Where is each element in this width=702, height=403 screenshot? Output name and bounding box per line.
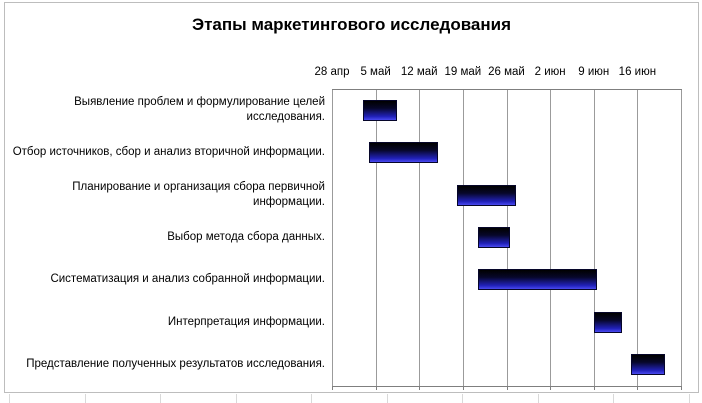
- worksheet-gridline-stub: [236, 394, 237, 403]
- gridline: [462, 89, 464, 386]
- task-label: Выявление проблем и формулирование целей…: [74, 96, 325, 124]
- worksheet-gridline-stub: [538, 394, 539, 403]
- task-bar: [631, 354, 666, 376]
- axis-tick: [375, 386, 377, 390]
- axis-tick: [332, 386, 333, 390]
- category-axis-line: [332, 386, 682, 387]
- task-bar: [363, 99, 398, 121]
- gridline: [593, 89, 595, 386]
- worksheet-gridline-stub: [462, 394, 463, 403]
- x-axis-label: 16 июн: [618, 66, 657, 78]
- axis-tick: [462, 386, 464, 390]
- gridline: [332, 89, 333, 386]
- worksheet-gridline-stub: [160, 394, 161, 403]
- task-bar: [478, 227, 510, 248]
- task-label: Представление полученных результатов исс…: [26, 358, 325, 371]
- x-axis-label: 28 апр: [314, 66, 350, 78]
- worksheet-gridline-stub: [613, 394, 614, 403]
- task-label: Систематизация и анализ собранной информ…: [50, 273, 325, 286]
- axis-tick: [550, 386, 552, 390]
- axis-tick: [506, 386, 508, 390]
- task-bar: [369, 142, 438, 164]
- task-label: Интерпретация информации.: [167, 315, 325, 328]
- x-axis-label: 9 июн: [578, 66, 610, 78]
- axis-tick: [419, 386, 421, 390]
- worksheet-gridline-stub: [387, 394, 388, 403]
- axis-tick: [593, 386, 595, 390]
- gridline: [681, 89, 682, 386]
- gridline: [419, 89, 421, 386]
- task-bar: [456, 184, 516, 206]
- worksheet-gridline-stub: [9, 394, 10, 403]
- gantt-chart[interactable]: Этапы маркетингового исследования 28 апр…: [4, 2, 699, 393]
- x-axis-label: 12 май: [400, 66, 438, 78]
- gridline: [637, 89, 639, 386]
- axis-tick: [681, 386, 682, 390]
- x-axis-label: 5 май: [360, 66, 391, 78]
- worksheet-gridline-stub: [689, 394, 690, 403]
- x-axis-label: 19 май: [444, 66, 482, 78]
- worksheet-gridline-stub: [85, 394, 86, 403]
- task-bar: [478, 269, 597, 291]
- axis-tick: [637, 386, 639, 390]
- worksheet-gridline-stub: [311, 394, 312, 403]
- value-axis-line: [332, 89, 682, 90]
- x-axis-label: 26 май: [488, 66, 525, 78]
- gridline: [375, 89, 377, 386]
- task-label: Планирование и организация сбора первичн…: [72, 180, 325, 209]
- x-axis-label: 2 июн: [534, 66, 566, 78]
- gridline: [550, 89, 552, 386]
- task-label: Выбор метода сбора данных.: [167, 230, 325, 243]
- task-bar: [593, 311, 622, 333]
- chart-title: Этапы маркетингового исследования: [191, 15, 512, 34]
- task-label: Отбор источников, сбор и анализ вторично…: [12, 146, 325, 159]
